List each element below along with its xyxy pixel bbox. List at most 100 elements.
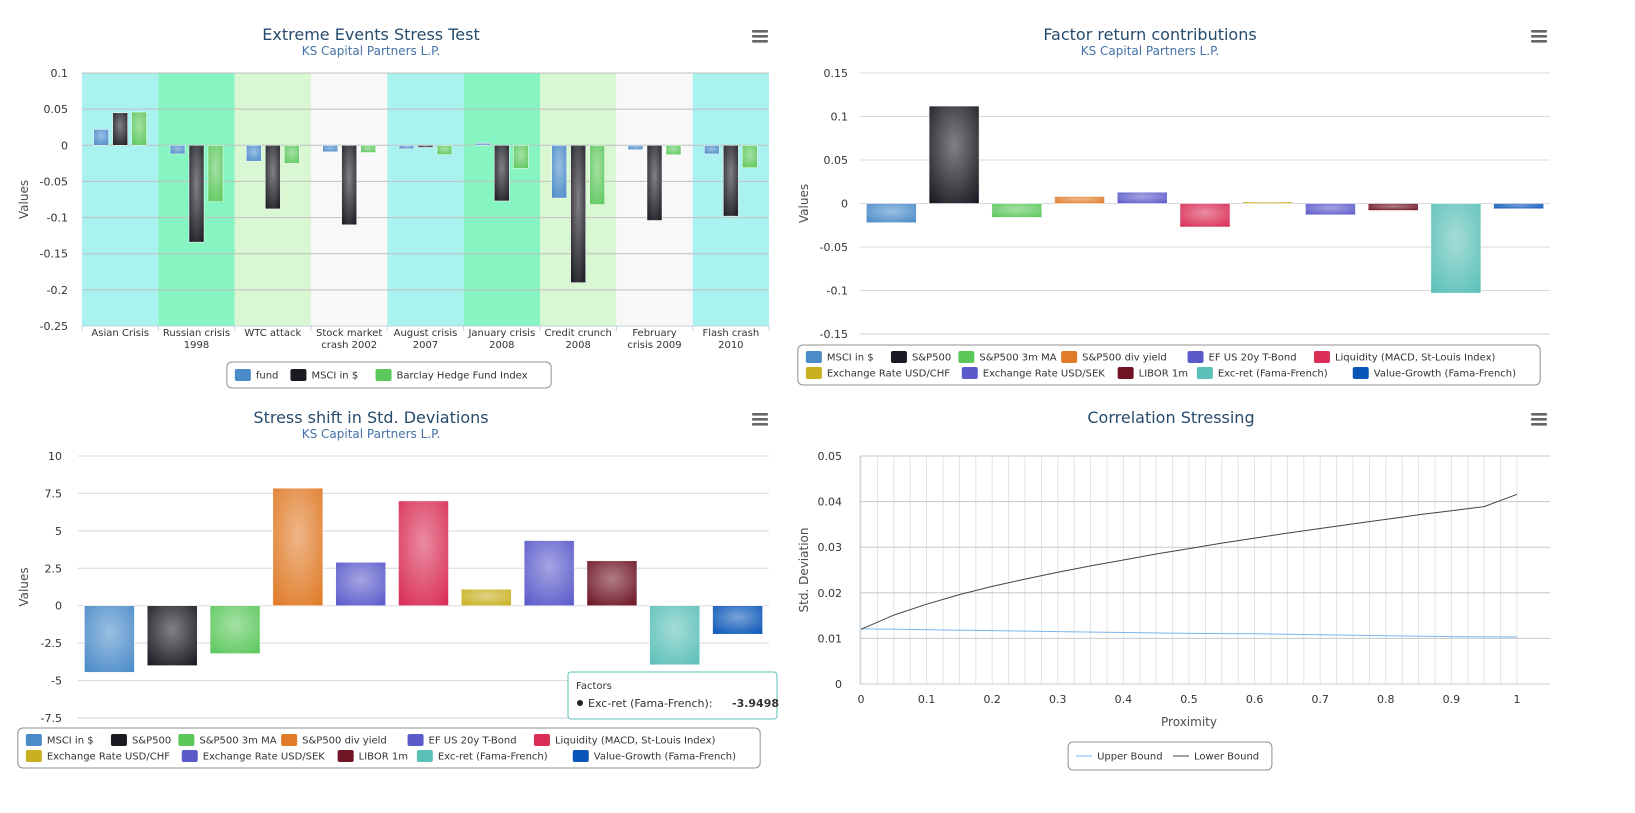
x-tick-label: crash 2002 <box>321 340 377 351</box>
chart-menu-button[interactable] <box>749 410 771 430</box>
legend-item[interactable]: Exchange Rate USD/CHF <box>25 750 170 763</box>
bar[interactable] <box>84 605 135 673</box>
legend-item[interactable]: EF US 20y T-Bond <box>1187 351 1297 364</box>
legend-item[interactable]: Exc-ret (Fama-French) <box>416 750 548 763</box>
legend-item[interactable]: S&P500 div yield <box>1061 351 1167 364</box>
legend-item[interactable]: fund <box>234 369 279 382</box>
legend-item[interactable]: Exchange Rate USD/SEK <box>961 367 1106 380</box>
bar[interactable] <box>570 145 586 283</box>
x-tick-label: WTC attack <box>244 328 301 339</box>
legend-item[interactable]: LIBOR 1m <box>1117 367 1188 380</box>
bar[interactable] <box>417 145 434 148</box>
legend-item[interactable]: S&P500 3m MA <box>178 734 277 747</box>
legend-item[interactable]: S&P500 3m MA <box>958 351 1057 364</box>
bar[interactable] <box>589 145 605 205</box>
bar-shine <box>461 589 512 606</box>
bar[interactable] <box>1493 203 1544 209</box>
bar[interactable] <box>131 111 147 146</box>
bar[interactable] <box>209 605 261 654</box>
x-tick-label: Credit crunch <box>544 328 611 339</box>
bar[interactable] <box>360 145 376 153</box>
bar[interactable] <box>475 142 491 146</box>
legend-item[interactable]: EF US 20y T-Bond <box>407 734 517 747</box>
legend-item[interactable]: MSCI in $ <box>25 734 94 747</box>
menu-line <box>752 30 768 33</box>
y-tick-label: -0.05 <box>40 175 68 188</box>
bar[interactable] <box>1430 203 1482 294</box>
bar[interactable] <box>169 145 186 155</box>
x-tick-label: February <box>632 328 676 339</box>
bar[interactable] <box>265 145 281 210</box>
series-line[interactable] <box>860 628 1518 638</box>
legend-item[interactable]: S&P500 <box>890 351 951 364</box>
legend-item[interactable]: Lower Bound <box>1173 752 1259 763</box>
legend-item[interactable]: Value-Growth (Fama-French) <box>572 750 736 763</box>
bar[interactable] <box>723 145 739 217</box>
bar[interactable] <box>513 145 529 169</box>
bar[interactable] <box>207 145 224 202</box>
bar[interactable] <box>928 105 980 204</box>
bar[interactable] <box>322 145 338 153</box>
bar[interactable] <box>649 605 701 666</box>
bar[interactable] <box>436 145 453 155</box>
y-axis-title: Values <box>17 567 31 606</box>
bar[interactable] <box>742 145 758 168</box>
bar[interactable] <box>1054 196 1105 204</box>
menu-line <box>752 418 768 421</box>
legend-item[interactable]: Exchange Rate USD/SEK <box>181 750 326 763</box>
bar[interactable] <box>112 112 128 146</box>
legend-item[interactable]: MSCI in $ <box>805 351 874 364</box>
bar[interactable] <box>461 588 512 606</box>
bar[interactable] <box>272 487 324 606</box>
legend-item[interactable]: MSCI in $ <box>290 369 358 382</box>
legend-item[interactable]: Upper Bound <box>1076 752 1163 763</box>
legend-label: LIBOR 1m <box>359 752 408 763</box>
legend-item[interactable]: Liquidity (MACD, St-Louis Index) <box>1313 351 1496 364</box>
legend-item[interactable]: Barclay Hedge Fund Index <box>375 369 528 382</box>
bar[interactable] <box>1305 203 1356 216</box>
chart-menu-button[interactable] <box>1528 27 1550 47</box>
bar-shine <box>322 145 338 152</box>
chart-menu-button[interactable] <box>749 27 771 47</box>
bar[interactable] <box>712 605 763 635</box>
bar[interactable] <box>93 129 109 146</box>
legend-item[interactable]: S&P500 div yield <box>281 734 387 747</box>
legend-item[interactable]: Value-Growth (Fama-French) <box>1352 367 1516 380</box>
legend-item[interactable]: S&P500 <box>110 734 171 747</box>
chart-subtitle: KS Capital Partners L.P. <box>1081 44 1220 58</box>
bar[interactable] <box>1367 203 1419 211</box>
bar[interactable] <box>704 145 720 155</box>
series-line[interactable] <box>860 493 1518 630</box>
bar[interactable] <box>335 562 386 606</box>
bar[interactable] <box>646 145 663 221</box>
bar[interactable] <box>494 145 510 202</box>
tooltip-value: -3.9498 <box>732 697 779 710</box>
bar-shine <box>524 540 575 606</box>
legend-item[interactable]: Exc-ret (Fama-French) <box>1196 367 1328 380</box>
bar[interactable] <box>1179 203 1231 228</box>
legend-item[interactable]: Liquidity (MACD, St-Louis Index) <box>533 734 716 747</box>
bar[interactable] <box>341 145 357 226</box>
bar[interactable] <box>991 203 1043 218</box>
chart-menu-button[interactable] <box>1528 410 1550 430</box>
bar[interactable] <box>586 560 638 606</box>
bar[interactable] <box>146 605 198 666</box>
bar-shine <box>360 145 376 153</box>
bar[interactable] <box>866 203 917 223</box>
bar[interactable] <box>1242 201 1293 204</box>
bar[interactable] <box>246 145 262 162</box>
bar[interactable] <box>1117 191 1168 204</box>
bar[interactable] <box>551 145 567 199</box>
bar[interactable] <box>398 500 449 606</box>
bar[interactable] <box>284 145 300 164</box>
bar[interactable] <box>188 145 205 243</box>
bar[interactable] <box>523 540 575 606</box>
bar[interactable] <box>627 145 644 150</box>
legend-swatch <box>572 750 589 762</box>
legend-item[interactable]: LIBOR 1m <box>337 750 408 763</box>
bar[interactable] <box>398 145 415 150</box>
bar-shine <box>628 145 643 150</box>
legend-item[interactable]: Exchange Rate USD/CHF <box>805 367 950 380</box>
bar[interactable] <box>665 145 682 155</box>
legend-swatch <box>178 734 195 746</box>
